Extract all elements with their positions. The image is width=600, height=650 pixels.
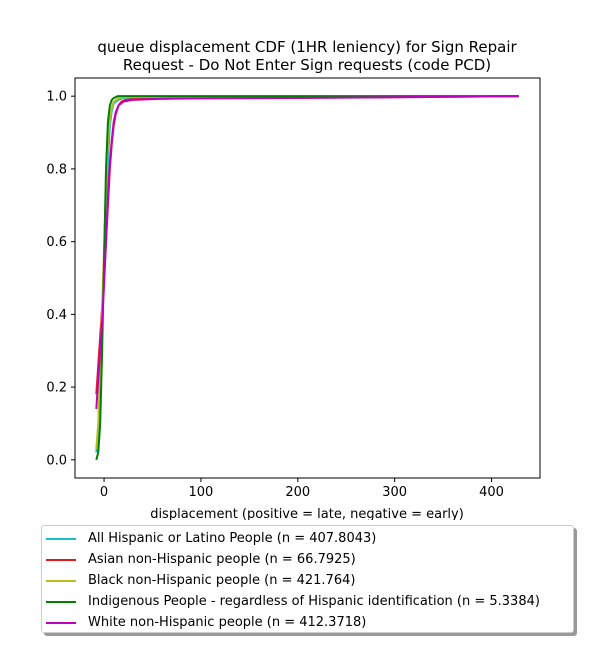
chart-title-line1: queue displacement CDF (1HR leniency) fo… [97,38,517,56]
series-line-3 [95,95,519,461]
legend-swatch-asian [46,558,76,561]
series-line-4 [95,95,519,409]
legend-label-black: Black non-Hispanic people (n = 421.764) [88,573,356,588]
x-axis-ticks: 0 100 200 300 400 [100,478,504,500]
legend-label-white: White non-Hispanic people (n = 412.3718) [88,615,367,630]
x-tick-label-3: 300 [382,485,407,500]
legend-label-hispanic: All Hispanic or Latino People (n = 407.8… [88,531,377,546]
y-tick-label-2: 0.4 [46,308,67,323]
legend-label-indigenous: Indigenous People - regardless of Hispan… [88,594,540,609]
x-axis-label: displacement (positive = late, negative … [150,507,464,520]
y-tick-label-4: 0.8 [46,162,67,177]
y-tick-label-5: 1.0 [46,90,67,105]
x-tick-label-4: 400 [479,485,504,500]
legend-item-asian: Asian non-Hispanic people (n = 66.7925) [42,549,573,570]
chart: queue displacement CDF (1HR leniency) fo… [46,38,541,520]
legend-item-hispanic: All Hispanic or Latino People (n = 407.8… [42,528,573,549]
legend-swatch-black [46,579,76,582]
legend-item-white: White non-Hispanic people (n = 412.3718) [42,612,573,633]
legend-item-black: Black non-Hispanic people (n = 421.764) [42,570,573,591]
y-tick-label-3: 0.6 [46,235,67,250]
y-tick-label-1: 0.2 [46,381,67,396]
plot-area [74,77,541,479]
legend-label-asian: Asian non-Hispanic people (n = 66.7925) [88,552,356,567]
legend-swatch-indigenous [46,600,76,603]
y-tick-label-0: 0.0 [46,453,67,468]
x-tick-label-1: 100 [189,485,214,500]
x-tick-label-0: 0 [100,485,108,500]
y-axis-ticks: 0.0 0.2 0.4 0.6 0.8 1.0 [46,90,75,468]
legend: All Hispanic or Latino People (n = 407.8… [41,525,574,633]
series-layer [95,95,519,461]
x-tick-label-2: 200 [285,485,310,500]
legend-item-indigenous: Indigenous People - regardless of Hispan… [42,591,573,612]
legend-swatch-hispanic [46,537,76,540]
legend-swatch-white [46,621,76,624]
chart-title-line2: Request - Do Not Enter Sign requests (co… [123,56,491,74]
